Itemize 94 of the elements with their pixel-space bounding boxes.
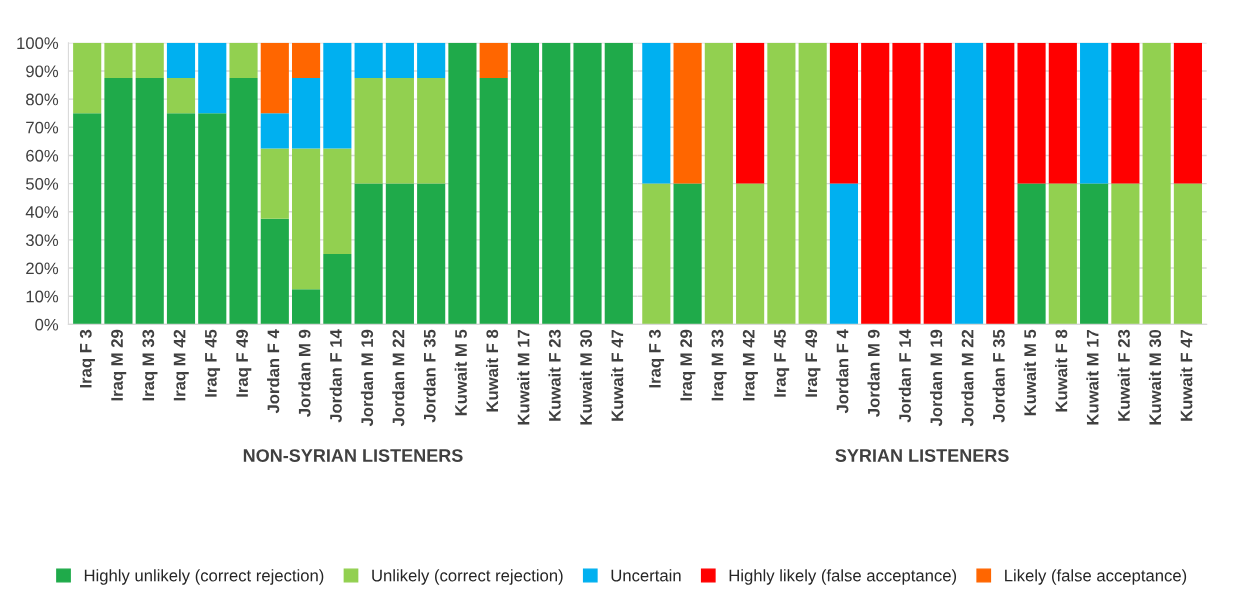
bar: [542, 42, 571, 325]
bar: [385, 42, 414, 79]
bar: [260, 113, 289, 149]
x-axis-title: NON-SYRIAN LISTENERS: [243, 449, 463, 462]
legend-label: Unlikely (correct rejection): [372, 569, 563, 585]
bar: [292, 78, 321, 149]
x-tick-label: Iraq F 49: [805, 329, 821, 397]
x-tick-label: Iraq F 3: [648, 329, 665, 388]
x-tick-label: Iraq M 33: [142, 329, 158, 401]
bar: [510, 42, 540, 325]
bar: [135, 78, 164, 325]
bar: [73, 113, 102, 325]
x-tick-label: Iraq F 45: [205, 329, 221, 397]
bar: [604, 42, 633, 325]
bar: [166, 78, 196, 114]
bar: [292, 289, 321, 325]
x-tick-label: Kuwait M 17: [1086, 329, 1099, 425]
x-tick-label: Kuwait M 30: [1148, 329, 1162, 425]
x-tick-label: Jordan F 4: [836, 329, 849, 414]
x-tick-label: Iraq M 42: [173, 329, 189, 401]
bar: [292, 148, 321, 290]
bar: [479, 42, 508, 79]
bar: [260, 218, 289, 325]
x-tick-label: Kuwait F 47: [1180, 329, 1193, 421]
bar: [135, 42, 164, 79]
y-tick-label: 10%: [26, 290, 59, 303]
x-tick-label: Kuwait F 23: [548, 329, 561, 421]
bar: [354, 78, 383, 184]
y-tick-label: 30%: [25, 234, 59, 247]
x-tick-label: Kuwait F 8: [485, 329, 499, 412]
bar: [417, 183, 446, 325]
x-tick-label: Kuwait F 47: [611, 329, 624, 421]
x-tick-label: Jordan F 14: [329, 329, 342, 423]
x-tick-label: Iraq M 42: [742, 329, 758, 401]
bar: [385, 78, 414, 184]
bar: [260, 148, 289, 219]
x-tick-label: Jordan M 9: [298, 329, 311, 417]
x-tick-label: Kuwait M 30: [579, 329, 593, 425]
x-tick-label: Kuwait M 17: [517, 329, 530, 425]
bar: [229, 78, 258, 325]
bar: [573, 42, 602, 325]
x-tick-label: Kuwait F 23: [1117, 329, 1130, 421]
bar: [417, 42, 446, 79]
y-tick-label: 80%: [26, 93, 59, 106]
x-tick-label: Jordan F 4: [267, 329, 280, 414]
x-tick-label: Iraq F 49: [236, 329, 252, 397]
x-tick-label: Iraq M 29: [111, 329, 127, 401]
legend-label: Highly unlikely (correct rejection): [84, 569, 324, 585]
y-tick-label: 90%: [26, 65, 59, 78]
x-tick-label: Jordan M 19: [360, 329, 374, 427]
y-tick-label: 50%: [26, 178, 59, 190]
x-tick-label: Iraq F 45: [774, 329, 790, 397]
bar: [73, 42, 102, 114]
x-tick-label: Iraq M 29: [680, 329, 696, 401]
bar: [323, 42, 352, 149]
x-tick-label: Kuwait F 8: [1055, 329, 1068, 412]
bar: [385, 183, 414, 325]
x-tick-label: Jordan M 19: [929, 329, 943, 427]
bar: [323, 148, 352, 254]
x-tick-label: Jordan M 9: [867, 329, 880, 417]
bar: [104, 42, 133, 79]
y-tick-label: 70%: [26, 121, 59, 134]
y-tick-label: 0%: [35, 318, 59, 331]
bar: [479, 78, 508, 325]
bar: [260, 42, 289, 114]
bar: [448, 42, 477, 325]
bar: [198, 113, 227, 325]
y-tick-label: 60%: [26, 149, 59, 162]
legend-label: Highly likely (false acceptance): [729, 569, 957, 585]
x-tick-label: Iraq M 33: [711, 329, 727, 401]
bar: [166, 42, 196, 79]
y-tick-label: 20%: [26, 262, 59, 275]
y-tick-label: 40%: [25, 206, 59, 218]
bar: [198, 42, 227, 114]
x-tick-label: Iraq F 3: [79, 329, 95, 388]
y-tick-label: 100%: [17, 37, 59, 50]
x-tick-label: Jordan M 22: [392, 329, 405, 427]
bar: [229, 42, 258, 79]
x-tick-label: Kuwait M 5: [454, 329, 467, 416]
bar: [354, 183, 383, 325]
x-axis-title: SYRIAN LISTENERS: [835, 449, 1009, 462]
x-tick-label: Kuwait M 5: [1023, 329, 1037, 416]
bar: [104, 78, 133, 325]
x-tick-label: Jordan M 22: [961, 329, 974, 427]
bar: [417, 78, 446, 184]
x-tick-label: Jordan F 35: [992, 329, 1005, 423]
legend-label: Uncertain: [611, 569, 681, 582]
bar: [323, 253, 352, 325]
legend-label: Likely (false acceptance): [1005, 569, 1187, 585]
bar: [292, 42, 321, 79]
x-tick-label: Jordan F 35: [423, 329, 436, 423]
bar: [166, 113, 196, 325]
x-tick-label: Jordan F 14: [898, 329, 911, 423]
bar: [354, 42, 383, 79]
